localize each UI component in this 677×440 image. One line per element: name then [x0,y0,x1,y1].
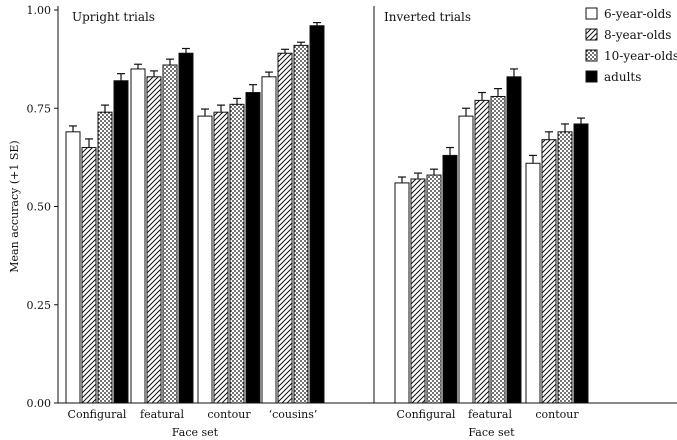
bar [442,154,458,404]
legend-swatch [585,70,598,83]
y-tick-label: 0.50 [27,201,52,214]
x-tick-label: featural [140,408,184,421]
bar [261,76,277,404]
bar [541,139,557,404]
legend-swatch [585,7,598,20]
bar [197,115,213,404]
legend-swatch [585,28,598,41]
x-tick-label: ‘cousins’ [269,408,318,421]
bar [309,25,325,404]
bar [426,174,442,404]
y-axis-title: Mean accuracy (+1 SE) [8,140,21,272]
legend-label: 8-year-olds [604,28,671,42]
y-tick-label: 0.00 [27,397,52,410]
x-tick-label: Configural [397,408,456,421]
bar [65,131,81,404]
bar [506,76,522,404]
bar [113,80,129,404]
bar [490,95,506,404]
bar [293,44,309,404]
bar [178,52,194,404]
bar [146,76,162,404]
panel-title: Upright trials [72,10,155,24]
bar [97,111,113,404]
legend-label: 10-year-olds [604,49,677,63]
y-tick-label: 0.75 [27,102,52,115]
bar [394,182,410,404]
bar [229,103,245,404]
bar [557,131,573,404]
bar [573,123,589,404]
x-tick-label: contour [207,408,251,421]
legend-label: adults [604,70,641,84]
x-tick-label: featural [468,408,512,421]
bar [130,68,146,404]
x-axis-title: Face set [468,426,515,439]
bar [458,115,474,404]
bar [213,111,229,404]
bar [525,162,541,404]
legend-label: 6-year-olds [604,7,671,21]
bar [410,178,426,404]
bar [245,92,261,404]
legend-swatch [585,49,598,62]
bar [162,64,178,404]
panel-title: Inverted trials [384,10,471,24]
bar [474,99,490,404]
x-axis-title: Face set [172,426,219,439]
bar [81,147,97,404]
bar [277,52,293,404]
x-tick-label: Configural [68,408,127,421]
y-tick-label: 0.25 [27,299,52,312]
x-tick-label: contour [535,408,579,421]
y-tick-label: 1.00 [27,4,52,17]
